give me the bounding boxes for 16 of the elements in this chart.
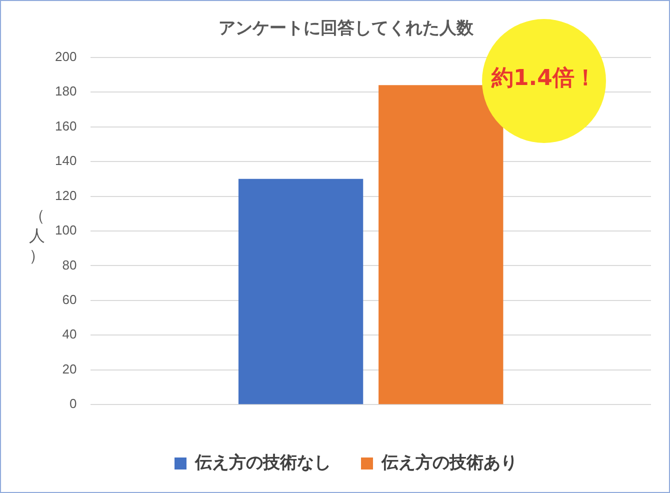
y-tick-label: 80 [62, 257, 77, 272]
y-tick-label: 200 [54, 48, 77, 64]
legend-label: 伝え方の技術あり [380, 452, 518, 473]
y-tick-label: 60 [62, 292, 77, 308]
y-tick-label: 160 [54, 118, 77, 134]
legend-label: 伝え方の技術なし [194, 452, 331, 473]
y-tick-label: 140 [54, 153, 77, 168]
chart-title: アンケートに回答してくれた人数 [218, 18, 474, 39]
y-tick-label: 120 [54, 188, 77, 203]
annotation: 約1.4倍！ [490, 65, 598, 93]
y-tick-label: 100 [54, 222, 77, 238]
y-tick-label: 180 [54, 84, 77, 99]
y-axis-title: （人） [28, 206, 46, 266]
y-tick-label: 20 [62, 361, 77, 376]
y-tick-label: 40 [62, 326, 77, 342]
y-tick-label: 0 [69, 396, 77, 412]
